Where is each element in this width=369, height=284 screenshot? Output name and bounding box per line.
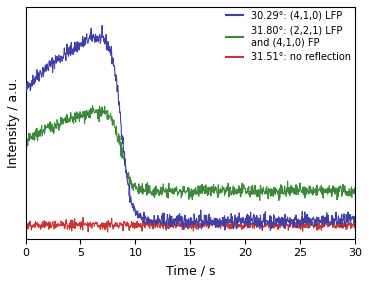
Y-axis label: Intensity / a.u.: Intensity / a.u. — [7, 78, 20, 168]
Legend: 30.29°: (4,1,0) LFP, 31.80°: (2,2,1) LFP
and (4,1,0) FP, 31.51°: no reflection: 30.29°: (4,1,0) LFP, 31.80°: (2,2,1) LFP… — [224, 9, 353, 64]
X-axis label: Time / s: Time / s — [166, 264, 215, 277]
